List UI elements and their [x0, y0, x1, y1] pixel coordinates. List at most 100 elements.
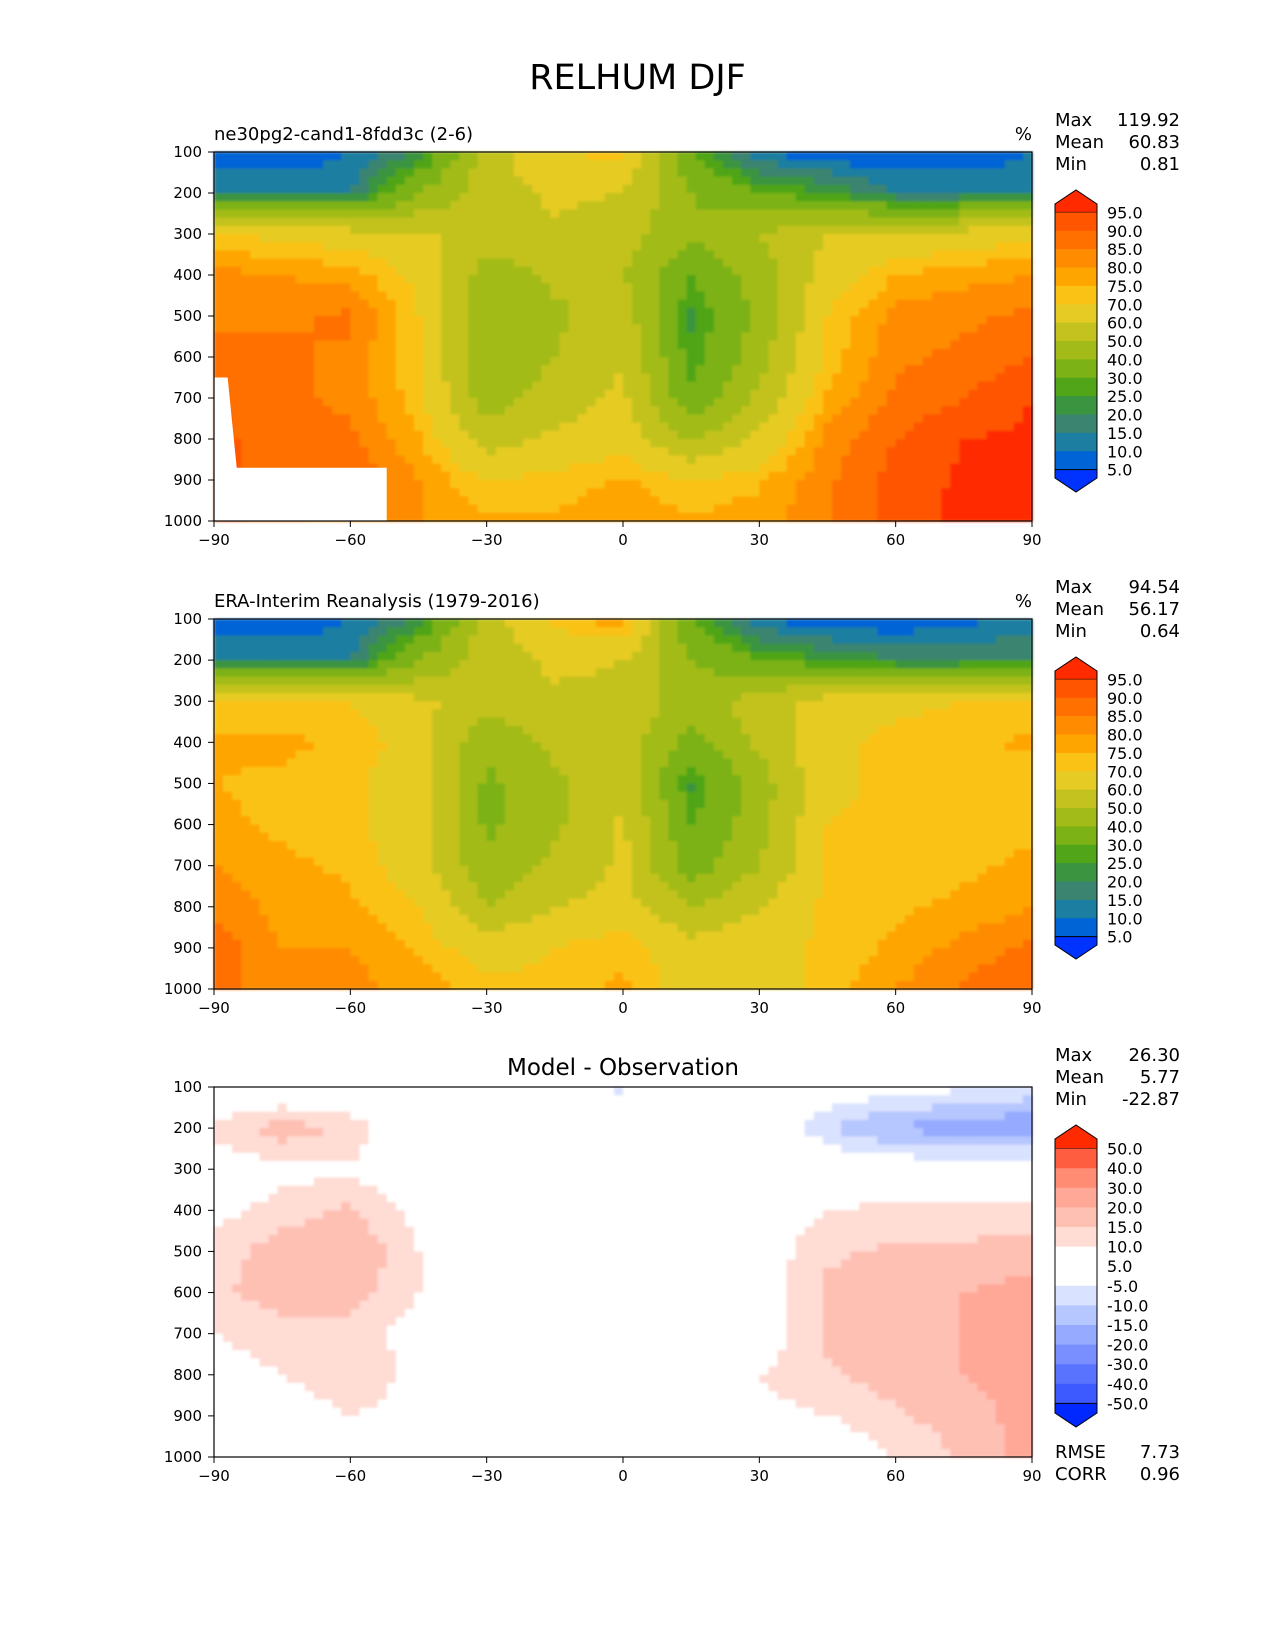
contour-cell: [223, 340, 233, 350]
contour-cell: [777, 242, 788, 251]
contour-cell: [468, 414, 479, 424]
contour-cell: [595, 365, 606, 374]
contour-cell: [277, 152, 288, 161]
contour-cell: [541, 684, 551, 694]
contour-cell: [868, 275, 879, 284]
contour-cell: [523, 357, 533, 366]
contour-cell: [368, 447, 379, 456]
contour-cell: [922, 496, 933, 506]
contour-cell: [559, 217, 570, 227]
contour-cell: [895, 389, 906, 399]
contour-cell: [459, 455, 470, 465]
contour-cell: [913, 184, 924, 194]
contour-cell: [568, 275, 579, 284]
contour-cell: [332, 373, 342, 383]
contour-cell: [741, 635, 751, 645]
contour-cell: [659, 414, 670, 424]
contour-cell: [595, 693, 606, 702]
contour-cell: [368, 152, 379, 161]
contour-cell: [795, 365, 806, 374]
contour-cell: [686, 217, 697, 227]
contour-cell: [695, 496, 706, 506]
contour-cell: [713, 365, 724, 374]
contour-cell: [850, 471, 860, 481]
contour-cell: [586, 217, 597, 227]
contour-cell: [577, 332, 588, 342]
contour-cell: [686, 357, 697, 366]
contour-cell: [423, 406, 433, 415]
contour-cell: [722, 463, 733, 473]
contour-cell: [532, 242, 542, 251]
contour-cell: [304, 291, 315, 301]
contour-cell: [850, 488, 860, 497]
contour-cell: [459, 480, 470, 489]
contour-cell: [214, 676, 224, 686]
contour-cell: [223, 184, 233, 194]
colorbar-swatch: [1055, 304, 1097, 324]
contour-cell: [750, 250, 760, 260]
contour-cell: [332, 627, 342, 637]
contour-cell: [441, 365, 451, 374]
contour-cell: [595, 193, 606, 202]
contour-cell: [668, 635, 679, 645]
contour-cell: [677, 266, 688, 276]
contour-cell: [832, 266, 842, 276]
contour-cell: [304, 152, 315, 161]
contour-cell: [859, 291, 869, 301]
contour-cell: [268, 348, 279, 358]
contour-cell: [295, 684, 306, 694]
colorbar-swatch: [1055, 359, 1097, 379]
contour-cell: [623, 430, 633, 440]
contour-cell: [941, 619, 951, 628]
contour-cell: [659, 643, 670, 653]
contour-cell: [841, 676, 851, 686]
contour-cell: [1004, 660, 1015, 669]
contour-cell: [813, 471, 824, 481]
contour-cell: [804, 504, 815, 514]
contour-cell: [313, 619, 324, 628]
contour-cell: [223, 365, 233, 374]
contour-cell: [404, 152, 415, 161]
contour-cell: [768, 619, 779, 628]
contour-cell: [495, 684, 506, 694]
contour-cell: [232, 332, 242, 342]
contour-cell: [650, 643, 660, 653]
contour-cell: [632, 635, 642, 645]
contour-cell: [868, 668, 879, 678]
contour-cell: [232, 291, 242, 301]
contour-cell: [941, 635, 951, 645]
contour-cell: [922, 184, 933, 194]
contour-cell: [486, 496, 497, 506]
contour-cell: [859, 389, 869, 399]
contour-cell: [313, 381, 324, 391]
contour-cell: [959, 348, 969, 358]
contour-cell: [786, 275, 797, 284]
contour-cell: [323, 340, 333, 350]
contour-cell: [332, 316, 342, 325]
contour-cell: [886, 152, 897, 161]
contour-cell: [513, 676, 524, 686]
contour-cell: [695, 471, 706, 481]
contour-cell: [913, 340, 924, 350]
contour-cell: [759, 365, 770, 374]
contour-cell: [268, 201, 279, 210]
contour-cell: [641, 324, 651, 333]
contour-cell: [804, 635, 815, 645]
contour-cell: [932, 381, 942, 391]
contour-cell: [668, 234, 679, 243]
contour-cell: [250, 439, 261, 448]
contour-cell: [341, 398, 351, 407]
contour-cell: [786, 193, 797, 202]
contour-cell: [659, 398, 670, 407]
contour-cell: [704, 643, 715, 653]
contour-cell: [395, 676, 406, 686]
contour-cell: [741, 463, 751, 473]
contour-cell: [904, 651, 915, 661]
contour-cell: [832, 209, 842, 219]
contour-cell: [686, 504, 697, 514]
contour-cell: [777, 414, 788, 424]
contour-cell: [259, 258, 270, 268]
contour-cell: [386, 676, 397, 686]
contour-cell: [359, 439, 370, 448]
contour-cell: [959, 250, 969, 260]
